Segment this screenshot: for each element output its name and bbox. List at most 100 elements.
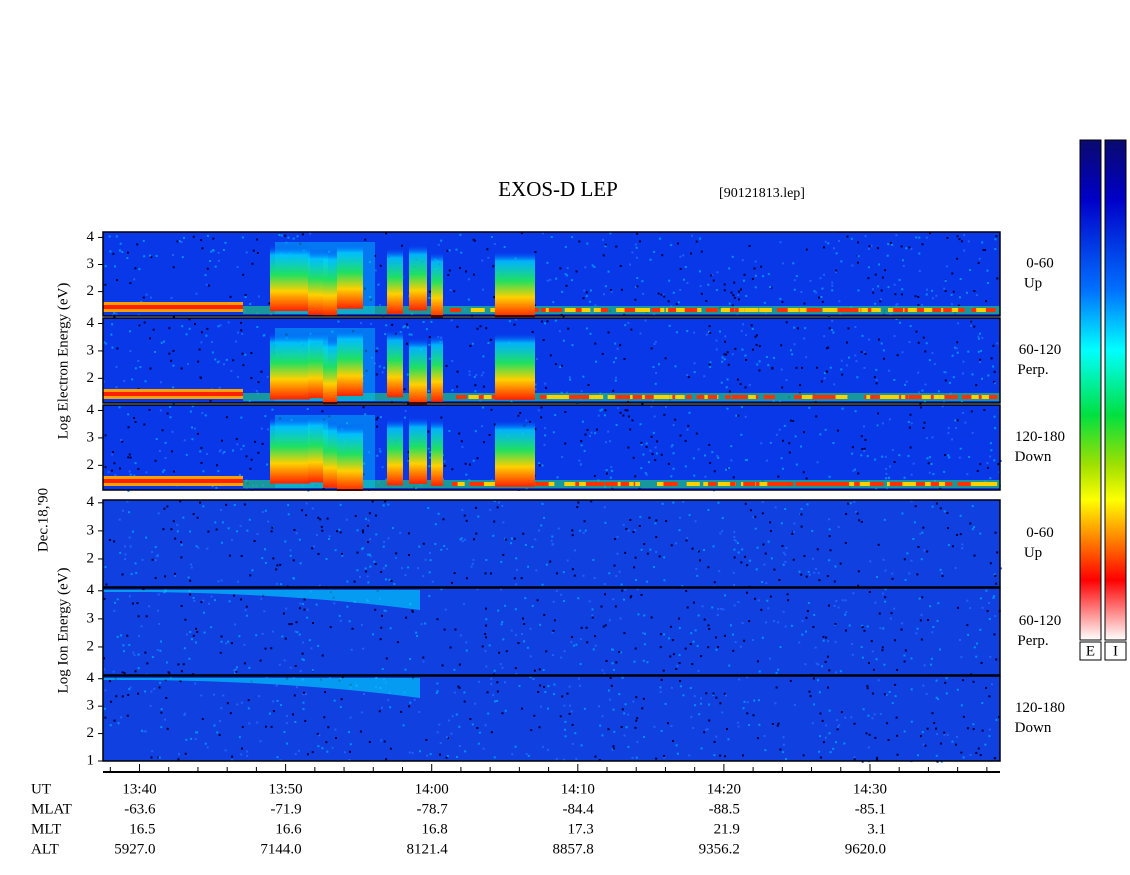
speckle (339, 503, 342, 506)
speckle (422, 575, 425, 578)
speckle (375, 533, 378, 536)
speckle (944, 453, 947, 456)
speckle (624, 324, 627, 327)
row-value: 3.1 (867, 821, 886, 837)
speckle (981, 606, 984, 609)
speckle (256, 721, 259, 724)
speckle (149, 367, 152, 370)
speckle (251, 262, 254, 265)
y-tick-label: 3 (87, 698, 95, 714)
speckle (318, 734, 321, 737)
speckle (784, 560, 787, 563)
speckle (510, 537, 513, 540)
speckle (744, 502, 747, 505)
speckle (659, 691, 662, 694)
speckle (287, 236, 290, 239)
band (670, 482, 675, 486)
speckle (629, 518, 632, 521)
speckle (845, 611, 848, 614)
speckle (349, 716, 352, 719)
speckle (166, 727, 169, 730)
band (843, 482, 849, 486)
speckle (380, 739, 383, 742)
band (874, 482, 884, 486)
speckle (422, 656, 425, 659)
speckle (660, 729, 663, 732)
speckle (522, 532, 525, 535)
speckle (677, 301, 680, 304)
speckle (364, 570, 367, 573)
speckle (719, 754, 722, 757)
band (616, 308, 624, 312)
speckle (670, 244, 673, 247)
speckle (607, 430, 610, 433)
speckle (745, 359, 748, 362)
speckle (364, 567, 367, 570)
speckle (627, 415, 630, 418)
speckle (246, 750, 249, 753)
speckle (264, 509, 267, 512)
speckle (108, 235, 111, 238)
speckle (121, 250, 124, 253)
speckle (601, 238, 604, 241)
speckle (577, 597, 580, 600)
speckle (163, 507, 166, 510)
speckle (764, 749, 767, 752)
speckle (660, 293, 663, 296)
speckle (563, 704, 566, 707)
angle-label: 0-60 (1026, 255, 1054, 271)
speckle (154, 577, 157, 580)
speckle (579, 529, 582, 532)
speckle (940, 572, 943, 575)
row-value: 8857.8 (553, 841, 594, 857)
speckle (546, 279, 549, 282)
speckle (129, 456, 132, 459)
speckle (463, 691, 466, 694)
speckle (104, 342, 107, 345)
speckle (571, 344, 574, 347)
speckle (672, 653, 675, 656)
speckle (474, 384, 477, 387)
speckle (192, 634, 195, 637)
speckle (765, 459, 768, 462)
speckle (703, 454, 706, 457)
speckle (857, 570, 860, 573)
speckle (113, 540, 116, 543)
speckle (163, 591, 166, 594)
speckle (918, 270, 921, 273)
speckle (929, 456, 932, 459)
speckle (389, 706, 392, 709)
band (625, 395, 636, 399)
speckle (340, 698, 343, 701)
speckle (497, 609, 500, 612)
cloud (103, 678, 420, 698)
speckle (865, 732, 868, 735)
speckle (813, 613, 816, 616)
speckle (590, 500, 593, 503)
speckle (775, 433, 778, 436)
speckle (447, 273, 450, 276)
speckle (238, 736, 241, 739)
speckle (602, 254, 605, 257)
speckle (341, 676, 344, 679)
speckle (111, 451, 114, 454)
speckle (189, 579, 192, 582)
speckle (655, 372, 658, 375)
speckle (841, 599, 844, 602)
speckle (981, 377, 984, 380)
speckle (733, 536, 736, 539)
speckle (203, 631, 206, 634)
speckle (520, 707, 523, 710)
speckle (824, 428, 827, 431)
speckle (750, 324, 753, 327)
speckle (880, 342, 883, 345)
speckle (266, 375, 269, 378)
speckle (436, 618, 439, 621)
speckle (641, 707, 644, 710)
speckle (694, 629, 697, 632)
speckle (460, 440, 463, 443)
speckle (944, 290, 947, 293)
speckle (568, 704, 571, 707)
speckle (575, 643, 578, 646)
speckle (688, 411, 691, 414)
